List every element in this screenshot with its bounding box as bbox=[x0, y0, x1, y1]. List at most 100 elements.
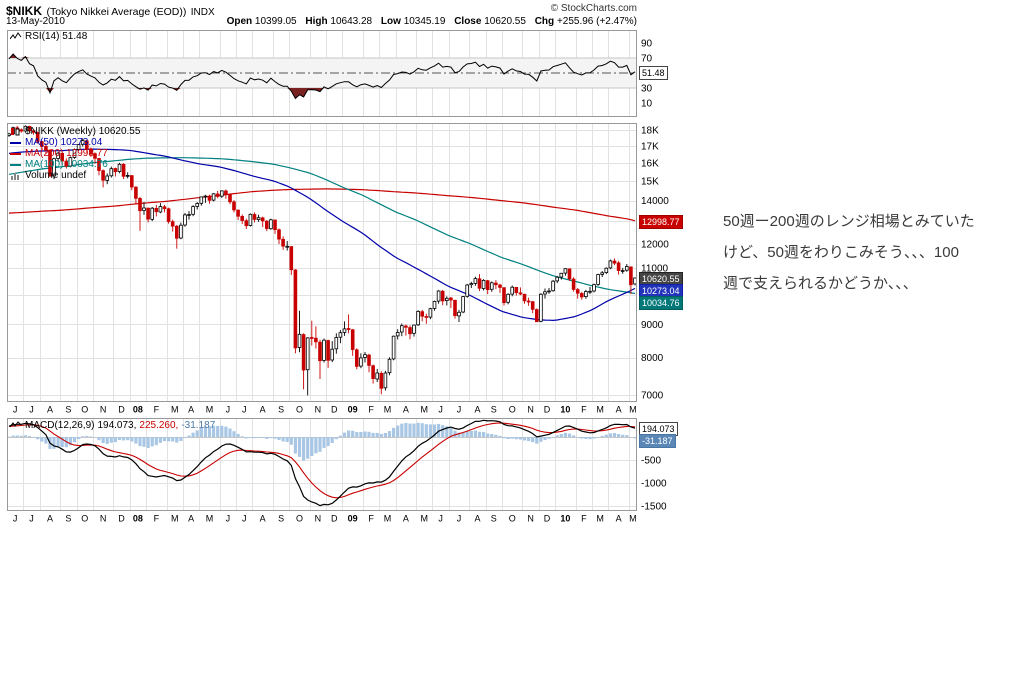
candles-layer bbox=[7, 125, 637, 396]
svg-text:M: M bbox=[596, 514, 604, 524]
ma200-legend-icon bbox=[10, 153, 21, 155]
svg-text:S: S bbox=[65, 514, 71, 524]
svg-text:S: S bbox=[65, 405, 71, 415]
quote-low-value: 10345.19 bbox=[403, 16, 446, 27]
annotation-line: 週で支えられるかどうか、、、 bbox=[723, 275, 918, 292]
rsi-legend-icon bbox=[10, 32, 22, 40]
value-tag: -31.187 bbox=[639, 434, 676, 448]
macd-legend-hist: -31.187 bbox=[181, 420, 216, 431]
svg-text:M: M bbox=[629, 514, 637, 524]
svg-text:O: O bbox=[296, 405, 303, 415]
svg-text:F: F bbox=[368, 514, 374, 524]
svg-text:J: J bbox=[226, 405, 231, 415]
ma50-legend-icon bbox=[10, 142, 21, 144]
svg-text:J: J bbox=[242, 405, 247, 415]
svg-text:F: F bbox=[154, 405, 160, 415]
svg-text:O: O bbox=[81, 514, 88, 524]
svg-text:M: M bbox=[384, 405, 392, 415]
svg-text:A: A bbox=[403, 514, 409, 524]
svg-text:F: F bbox=[368, 405, 374, 415]
chart-canvas: 9070301018K17K16K15K14000120001100010000… bbox=[7, 30, 669, 524]
svg-text:N: N bbox=[315, 514, 322, 524]
quote-close-label: Close bbox=[454, 16, 482, 27]
svg-text:-1000: -1000 bbox=[641, 479, 667, 490]
svg-text:M: M bbox=[206, 514, 214, 524]
value-tag: 51.48 bbox=[639, 66, 668, 80]
svg-text:30: 30 bbox=[641, 84, 653, 95]
svg-text:A: A bbox=[474, 405, 480, 415]
rsi-legend: RSI(14) 51.48 bbox=[10, 31, 87, 42]
svg-text:09: 09 bbox=[348, 514, 358, 524]
main-legend: $NIKK (Weekly) 10620.55 MA(50) 10273.04 … bbox=[10, 126, 140, 181]
svg-text:M: M bbox=[596, 405, 604, 415]
svg-text:A: A bbox=[188, 514, 194, 524]
svg-text:-500: -500 bbox=[641, 456, 661, 467]
macd-legend-signal: 225.260, bbox=[139, 420, 179, 431]
svg-text:D: D bbox=[544, 514, 551, 524]
ma200-legend-label: MA(200) 12998.77 bbox=[25, 148, 108, 159]
symbol-name: (Tokyo Nikkei Average (EOD)) bbox=[46, 6, 187, 18]
svg-text:J: J bbox=[29, 514, 34, 524]
svg-text:M: M bbox=[384, 514, 392, 524]
svg-text:A: A bbox=[188, 405, 194, 415]
price-legend-icon bbox=[11, 128, 20, 136]
svg-text:N: N bbox=[100, 405, 107, 415]
svg-text:S: S bbox=[278, 405, 284, 415]
quote-low-label: Low bbox=[380, 16, 401, 27]
ma200-line bbox=[8, 188, 636, 222]
svg-text:D: D bbox=[544, 405, 551, 415]
svg-text:A: A bbox=[616, 514, 622, 524]
svg-text:70: 70 bbox=[641, 54, 653, 65]
quote-row: Open 10399.05 High 10643.28 Low 10345.19… bbox=[0, 16, 637, 27]
quote-close-value: 10620.55 bbox=[484, 16, 526, 27]
copyright: © StockCharts.com bbox=[550, 3, 637, 14]
svg-text:S: S bbox=[491, 405, 497, 415]
exchange: INDX bbox=[190, 7, 215, 18]
ma100-legend-icon bbox=[10, 164, 21, 166]
svg-text:F: F bbox=[581, 405, 587, 415]
svg-text:M: M bbox=[171, 405, 179, 415]
volume-legend-label: Volume undef bbox=[25, 170, 87, 181]
svg-text:M: M bbox=[171, 514, 179, 524]
svg-text:10: 10 bbox=[560, 405, 570, 415]
svg-text:A: A bbox=[260, 405, 266, 415]
svg-text:F: F bbox=[154, 514, 160, 524]
quote-chg-label: Chg bbox=[534, 16, 555, 27]
svg-text:M: M bbox=[206, 405, 214, 415]
svg-text:J: J bbox=[438, 405, 443, 415]
svg-text:D: D bbox=[118, 405, 125, 415]
macd-legend: MACD(12,26,9) 194.073, 225.260, -31.187 bbox=[10, 420, 215, 431]
svg-text:M: M bbox=[421, 514, 429, 524]
svg-text:17K: 17K bbox=[641, 142, 659, 153]
quote-high-value: 10643.28 bbox=[330, 16, 373, 27]
svg-text:M: M bbox=[629, 405, 637, 415]
annotation-line: 50週ー200週のレンジ相場とみていた bbox=[723, 213, 975, 230]
svg-text:O: O bbox=[509, 405, 516, 415]
svg-text:J: J bbox=[29, 405, 34, 415]
svg-text:D: D bbox=[331, 514, 338, 524]
symbol: $NIKK bbox=[6, 4, 43, 18]
svg-text:N: N bbox=[527, 405, 534, 415]
quote-chg-value: +255.96 (+2.47%) bbox=[556, 16, 637, 27]
svg-text:A: A bbox=[47, 514, 53, 524]
main-legend-title: $NIKK (Weekly) 10620.55 bbox=[25, 126, 141, 137]
stock-chart: 9070301018K17K16K15K14000120001100010000… bbox=[0, 3, 683, 524]
svg-text:N: N bbox=[315, 405, 322, 415]
svg-text:D: D bbox=[331, 405, 338, 415]
svg-text:09: 09 bbox=[348, 405, 358, 415]
svg-text:A: A bbox=[616, 405, 622, 415]
value-tag: 10034.76 bbox=[639, 296, 683, 310]
ma100-legend-label: MA(100) 10034.76 bbox=[25, 159, 108, 170]
macd-legend-prefix: MACD(12,26,9) bbox=[25, 420, 95, 431]
svg-text:J: J bbox=[226, 514, 231, 524]
svg-text:D: D bbox=[118, 514, 125, 524]
svg-text:F: F bbox=[581, 514, 587, 524]
svg-text:10: 10 bbox=[560, 514, 570, 524]
svg-text:M: M bbox=[421, 405, 429, 415]
svg-text:A: A bbox=[403, 405, 409, 415]
svg-text:18K: 18K bbox=[641, 125, 659, 136]
svg-text:A: A bbox=[474, 514, 480, 524]
svg-text:11000: 11000 bbox=[641, 264, 669, 275]
quote-open-label: Open bbox=[226, 16, 253, 27]
svg-text:A: A bbox=[47, 405, 53, 415]
